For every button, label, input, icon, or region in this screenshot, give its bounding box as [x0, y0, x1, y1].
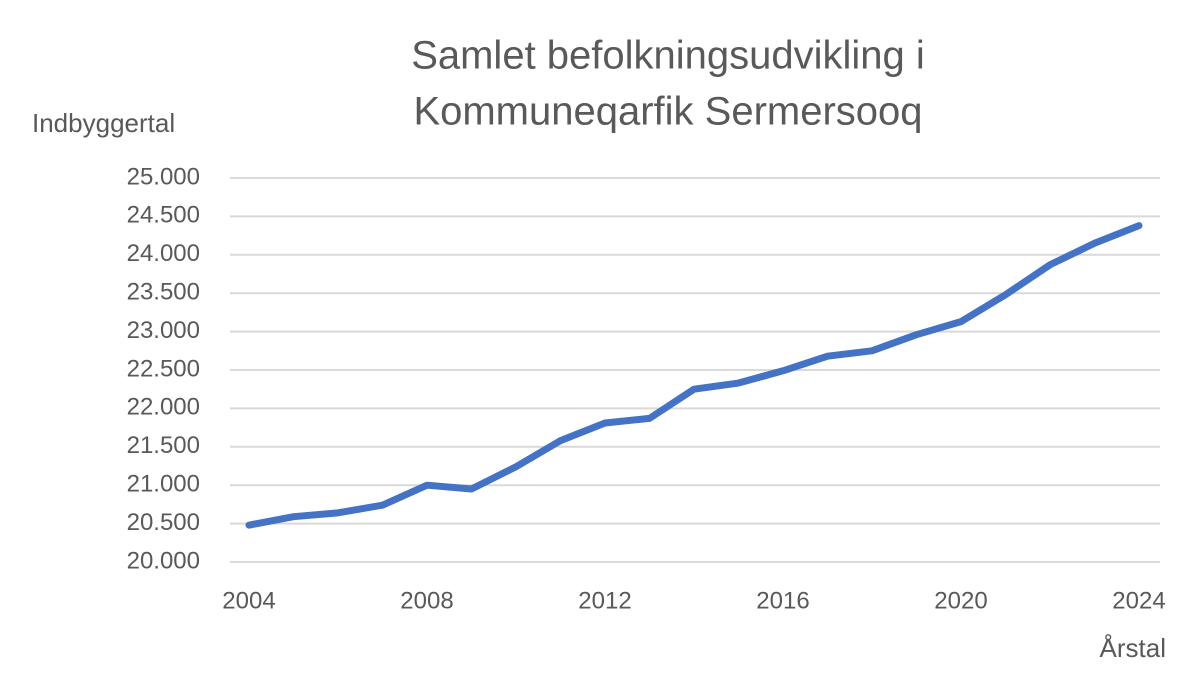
x-tick-label: 2004 [222, 587, 275, 614]
chart-title: Samlet befolkningsudvikling i [411, 34, 925, 78]
chart-title: Kommuneqarfik Sermersooq [413, 90, 922, 134]
y-axis-label: Indbyggertal [32, 108, 175, 138]
y-tick-label: 21.000 [127, 471, 200, 498]
y-tick-label: 21.500 [127, 432, 200, 459]
y-tick-label: 24.500 [127, 202, 200, 229]
x-axis-label: Årstal [1100, 633, 1166, 663]
x-tick-label: 2012 [578, 587, 631, 614]
y-tick-label: 23.500 [127, 279, 200, 306]
data-line [245, 222, 1143, 529]
x-tick-label: 2024 [1112, 587, 1165, 614]
y-tick-label: 24.000 [127, 240, 200, 267]
y-tick-label: 20.500 [127, 509, 200, 536]
y-tick-label: 23.000 [127, 317, 200, 344]
x-tick-label: 2020 [934, 587, 987, 614]
y-tick-label: 22.500 [127, 355, 200, 382]
y-tick-label: 20.000 [127, 547, 200, 574]
x-tick-label: 2016 [756, 587, 809, 614]
y-tick-label: 22.000 [127, 394, 200, 421]
x-tick-label: 2008 [400, 587, 453, 614]
y-tick-label: 25.000 [127, 163, 200, 190]
